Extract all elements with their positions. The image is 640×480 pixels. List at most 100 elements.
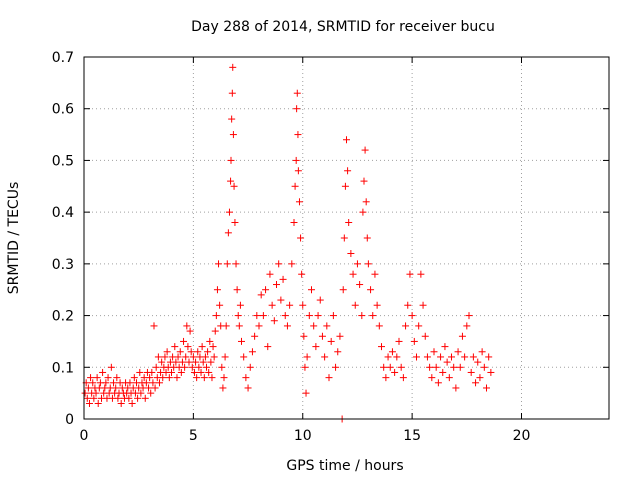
data-point — [397, 363, 405, 371]
data-point — [173, 374, 181, 382]
data-point — [458, 332, 466, 340]
data-point — [301, 363, 309, 371]
data-point — [292, 156, 300, 164]
data-point — [375, 322, 383, 330]
data-point — [262, 286, 270, 294]
data-point — [114, 394, 122, 402]
data-point — [293, 105, 301, 113]
data-point — [229, 63, 237, 71]
data-point — [373, 301, 381, 309]
data-point — [246, 363, 254, 371]
data-point — [266, 270, 274, 278]
data-point — [268, 301, 276, 309]
data-point — [244, 384, 252, 392]
data-point — [184, 343, 192, 351]
data-point — [182, 353, 190, 361]
data-point — [216, 301, 224, 309]
x-tick-label: 5 — [189, 428, 198, 444]
data-point — [382, 374, 390, 382]
data-point — [421, 332, 429, 340]
data-point — [148, 368, 156, 376]
data-point — [99, 368, 107, 376]
x-tick-label: 0 — [80, 428, 89, 444]
plot-frame — [83, 56, 610, 420]
data-point — [270, 317, 278, 325]
data-point — [195, 363, 203, 371]
y-tick-label: 0.3 — [52, 257, 74, 273]
data-point — [430, 348, 438, 356]
data-point — [448, 353, 455, 361]
data-point — [406, 270, 414, 278]
data-point — [308, 286, 315, 294]
data-point — [257, 291, 265, 299]
data-point — [134, 394, 142, 402]
data-point — [469, 353, 477, 361]
data-point — [439, 368, 447, 376]
data-point — [163, 348, 171, 356]
data-point — [434, 379, 442, 387]
data-point — [384, 353, 392, 361]
data-point — [251, 332, 259, 340]
data-point — [408, 312, 416, 320]
data-point — [305, 312, 313, 320]
data-point — [227, 177, 235, 185]
data-point — [318, 332, 326, 340]
data-point — [112, 384, 120, 392]
data-point — [456, 363, 464, 371]
data-point — [142, 379, 150, 387]
data-point — [228, 115, 236, 123]
data-point — [81, 389, 89, 397]
data-point — [393, 353, 401, 361]
data-point — [159, 374, 167, 382]
data-point — [340, 234, 348, 242]
data-point — [450, 363, 458, 371]
data-point — [300, 332, 308, 340]
data-point — [104, 374, 112, 382]
data-point — [426, 363, 434, 371]
data-point — [349, 270, 357, 278]
data-point — [231, 218, 239, 226]
data-point — [303, 353, 311, 361]
data-point — [334, 348, 342, 356]
data-point — [362, 198, 370, 206]
data-point — [378, 343, 385, 351]
data-point — [137, 389, 145, 397]
y-axis-label: SRMTID / TECUs — [6, 182, 22, 295]
data-point — [149, 379, 157, 387]
data-point — [417, 270, 425, 278]
data-point — [205, 368, 213, 376]
data-point — [386, 363, 394, 371]
data-point — [178, 358, 186, 366]
data-point — [201, 353, 209, 361]
data-point — [295, 198, 303, 206]
data-point — [402, 322, 410, 330]
data-point — [437, 353, 445, 361]
data-point — [347, 250, 355, 258]
data-point — [200, 374, 208, 382]
data-point — [312, 343, 320, 351]
data-point — [363, 234, 371, 242]
data-point — [199, 358, 207, 366]
data-point — [219, 384, 227, 392]
chart-title: Day 288 of 2014, SRMTID for receiver buc… — [191, 19, 495, 35]
data-point — [141, 394, 149, 402]
data-point — [415, 322, 423, 330]
data-point — [367, 286, 375, 294]
data-point — [336, 332, 344, 340]
data-point — [461, 353, 469, 361]
data-point — [235, 322, 243, 330]
data-point — [294, 167, 302, 175]
data-point — [463, 322, 471, 330]
data-point — [351, 301, 359, 309]
data-point — [253, 312, 261, 320]
data-point — [206, 337, 214, 345]
data-point — [302, 389, 310, 397]
data-point — [391, 368, 399, 376]
data-point — [171, 343, 179, 351]
data-point — [339, 286, 347, 294]
data-point — [130, 374, 138, 382]
data-point — [443, 358, 451, 366]
data-point — [183, 322, 191, 330]
data-point — [125, 394, 133, 402]
